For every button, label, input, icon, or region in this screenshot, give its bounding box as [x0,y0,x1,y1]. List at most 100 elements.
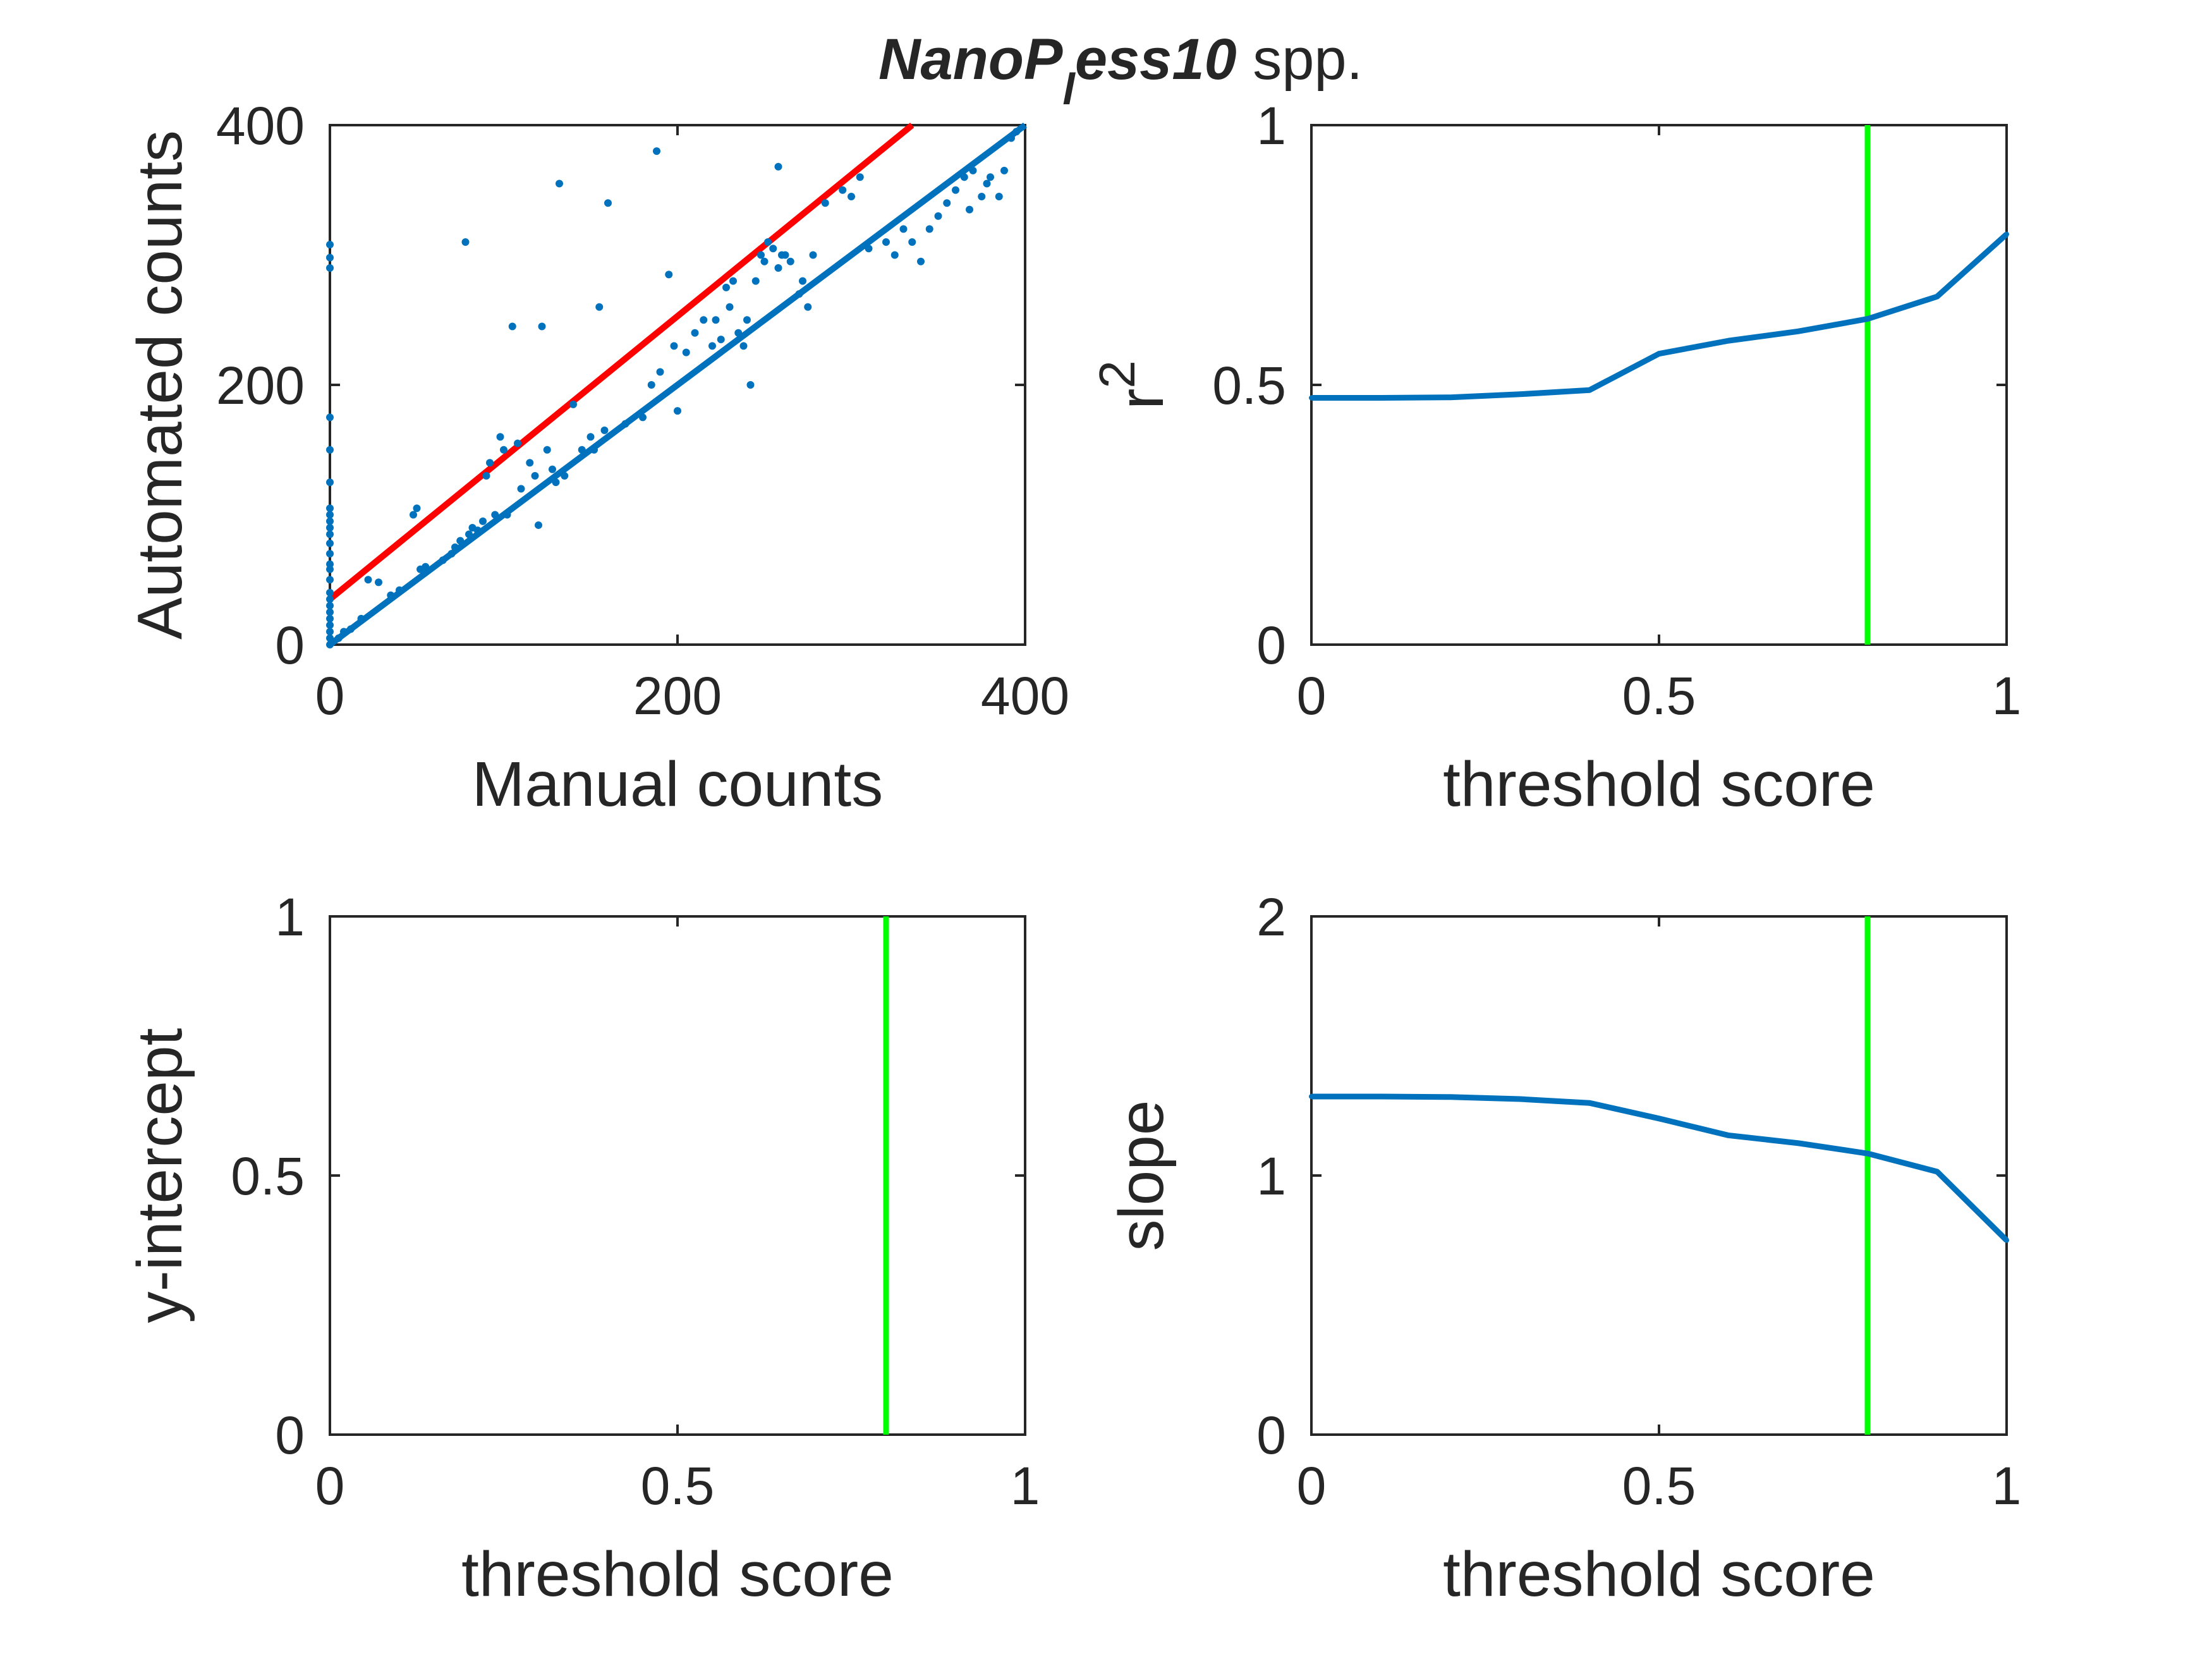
series-point [1448,394,1453,400]
scatter-point [326,530,334,538]
series-point [1796,329,1801,334]
scatter-point [781,251,789,259]
scatter-point [682,348,690,356]
scatter-point [656,368,664,376]
scatter-point [461,238,470,246]
scatter-point [952,186,959,194]
scatter-point [769,245,777,253]
scatter-point [422,562,430,571]
scatter-point [326,641,334,648]
scatter-point [326,576,334,584]
scatter-point [621,420,629,428]
scatter-point [517,485,525,493]
scatter-point [760,257,769,265]
scatter-point [983,179,991,188]
scatter-point [326,504,334,513]
scatter-point [665,270,673,279]
series-point [1656,1115,1662,1121]
scatter-point [340,628,348,636]
x-tick-label: 400 [981,666,1069,726]
scatter-point [326,241,334,249]
scatter-point [600,426,609,434]
scatter-point [960,173,968,181]
x-tick-label: 200 [633,666,722,726]
scatter-point [726,303,734,311]
series-point [1448,1094,1453,1100]
scatter-point [639,413,647,422]
identity-line-blue [328,122,1027,648]
fit-line-red [327,123,915,602]
scatter-point [653,147,660,155]
axes-box [1310,915,2008,1436]
scatter-point [439,556,447,564]
scatter-point [865,245,873,253]
scatter-point [326,253,334,262]
scatter-point [717,336,725,344]
scatter-point [799,277,806,285]
x-tick-label: 0 [1297,666,1327,726]
scatter-point [451,543,459,551]
scatter-point [326,560,334,568]
y-axis-label-base: r [1106,389,1177,410]
scatter-point [543,446,551,454]
title-subscript: l [1062,64,1076,114]
series-point [1796,1140,1801,1146]
scatter-point [839,186,847,194]
scatter-point [387,591,395,599]
x-axis-label: threshold score [461,1539,894,1610]
scatter-point [326,614,334,623]
scatter-point [917,257,925,265]
scatter-point [786,257,794,265]
x-tick-label: 0 [315,666,345,726]
series-point [1587,387,1592,393]
series-point [2004,231,2009,237]
y-axis-label: Automated counts [125,130,195,640]
scatter-point [552,478,560,487]
scatter-point [326,524,334,532]
scatter-point [743,316,751,324]
scatter-point [890,251,899,259]
scatter-point [856,173,864,181]
y-tick-label: 0 [275,1406,305,1465]
scatter-point [456,537,465,545]
scatter-point [500,446,507,454]
scatter-point [647,381,655,389]
scatter-point [326,446,334,454]
scatter-point [590,446,598,454]
scatter-point [774,162,782,171]
panel-counts-scatter: 0 200 400 0 200 400 Manual counts Automated cou… [125,96,1069,820]
scatter-point [966,205,973,214]
series-point [1865,1151,1870,1157]
scatter-point [795,290,803,298]
scatter-point [447,550,456,558]
scatter-point [899,225,908,233]
scatter-point [934,212,942,220]
y-axis-label-superscript: 2 [1089,360,1145,389]
x-tick-label: 1 [1992,666,2022,726]
scatter-point [531,471,539,480]
scatter-point [482,471,490,480]
scatter-point [1000,166,1008,174]
scatter-point [908,238,916,246]
scatter-point [746,381,755,389]
scatter-point [486,459,494,467]
y-tick-label: 200 [216,356,305,415]
series-point [1378,1093,1383,1099]
scatter-point [708,342,716,350]
scatter-point [465,530,473,538]
series-point [1656,351,1662,356]
scatter-point [326,595,334,604]
series-point [1726,338,1731,344]
x-tick-label: 0 [315,1456,345,1516]
scatter-point [578,446,586,454]
scatter-point [729,277,737,285]
scatter-point [722,283,730,291]
scatter-point [491,511,499,519]
y-tick-label: 1 [1256,96,1286,155]
y-tick-label: 0 [1256,616,1286,675]
series-point [1309,395,1314,401]
y-tick-label: 1 [1256,1146,1286,1206]
scatter-point [751,277,760,285]
scatter-point [995,193,1003,201]
